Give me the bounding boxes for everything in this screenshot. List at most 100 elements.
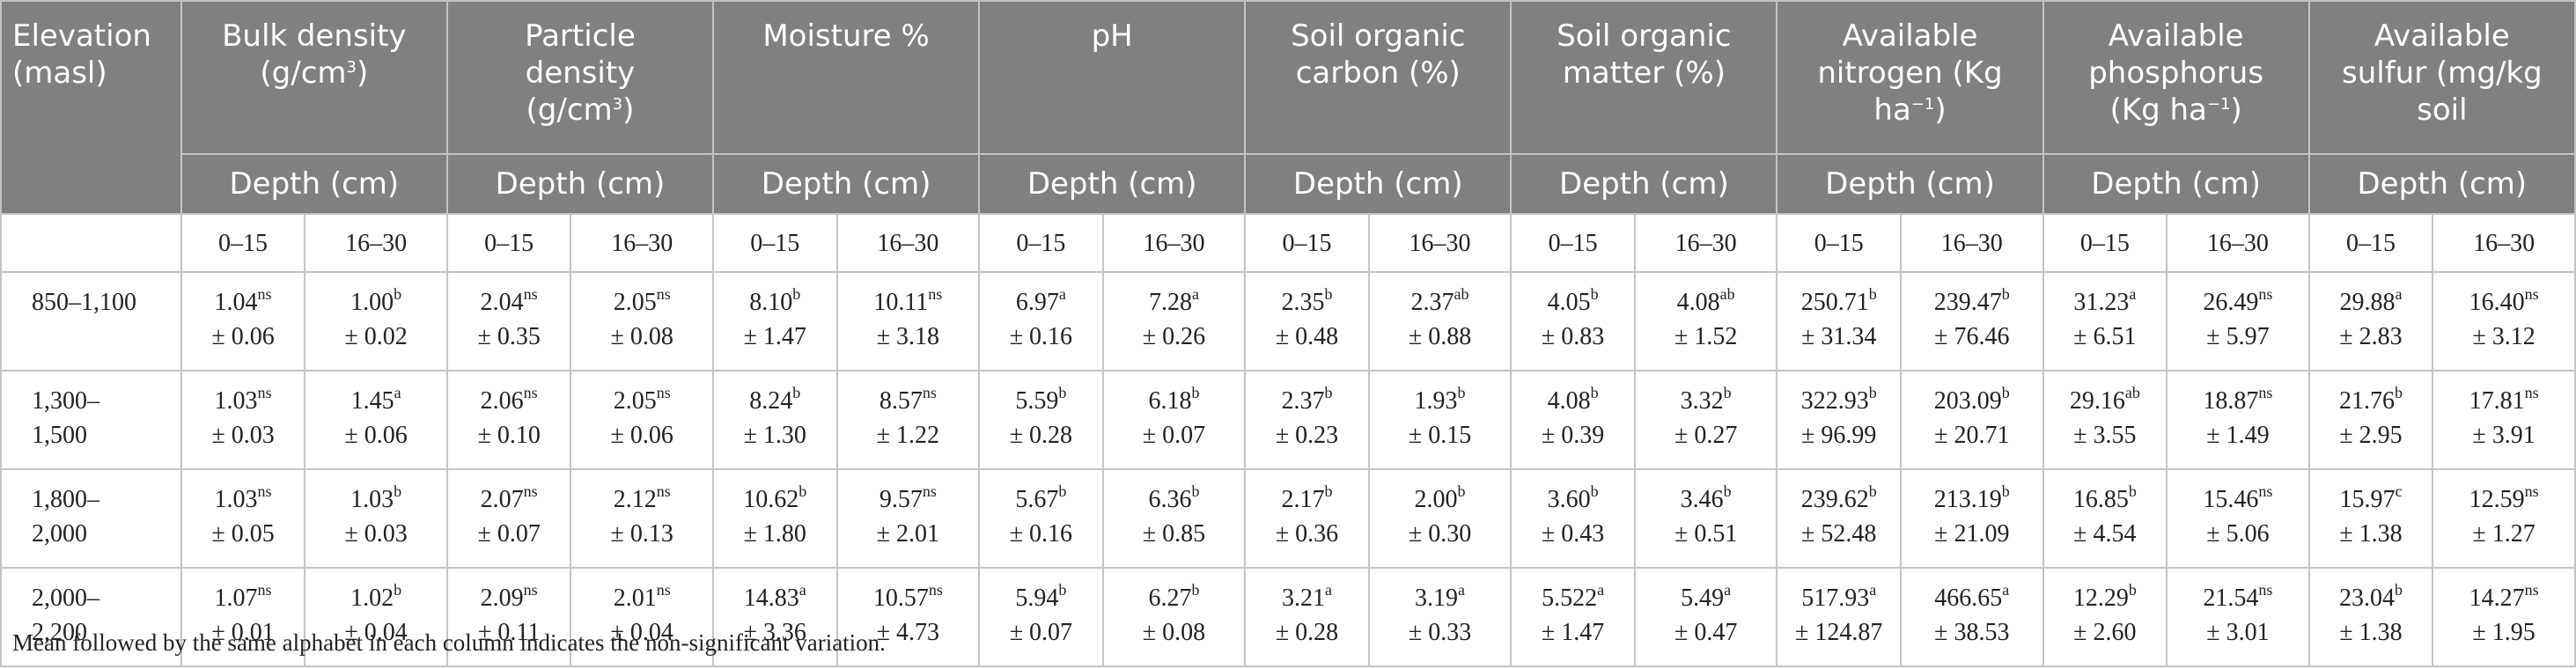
depth-header: Depth (cm) [711, 153, 981, 215]
sd-value: ± 0.07 [1142, 422, 1206, 449]
mean-line: 6.27b [1105, 581, 1244, 615]
mean-line: 5.67b [981, 482, 1101, 517]
sd-value: ± 0.36 [1275, 520, 1339, 548]
sd-value: ± 20.71 [1934, 422, 2010, 449]
mean-value: 3.60 [1547, 486, 1591, 513]
value-cell: 239.47b ± 76.46 [1899, 271, 2044, 371]
sd-value: ± 0.28 [1275, 619, 1339, 646]
mean-value: 10.62 [743, 486, 799, 513]
sd-value: ± 0.83 [1541, 323, 1605, 350]
significance-letter: a [1869, 581, 1877, 599]
sd-value: ± 0.07 [477, 520, 541, 548]
header-line: Elevation [12, 18, 151, 54]
sd-value: ± 1.49 [2206, 422, 2270, 449]
depth-header: Depth (cm) [978, 153, 1247, 215]
value-cell: 6.27b ± 0.08 [1101, 567, 1247, 667]
sd-value: ± 1.27 [2472, 520, 2536, 548]
significance-letter: a [2002, 581, 2010, 599]
depth-range-cell: 16–30 [1633, 213, 1778, 273]
value-cell: 9.57ns ± 2.01 [835, 468, 981, 569]
mean-line: 1.02b [306, 581, 445, 615]
sd-value: ± 0.28 [1009, 422, 1073, 449]
significance-letter: b [2394, 384, 2403, 401]
mean-value: 239.62 [1800, 486, 1869, 513]
sd-value: ± 0.13 [610, 520, 673, 548]
depth-header: Depth (cm) [445, 153, 715, 215]
mean-line: 3.46b [1637, 482, 1776, 517]
sd-value: ± 0.03 [211, 422, 275, 449]
value-cell: 2.12ns ± 0.13 [570, 468, 714, 569]
significance-letter: c [2395, 482, 2403, 500]
sd-value: ± 76.46 [1934, 323, 2010, 350]
mean-line: 3.32b [1637, 384, 1776, 418]
significance-letter: ns [523, 285, 538, 303]
header-line: Particle [525, 18, 636, 54]
mean-value: 2.17 [1281, 486, 1325, 513]
mean-value: 3.32 [1680, 387, 1724, 415]
depth-range-cell: 0–15 [1510, 213, 1636, 273]
sd-value: ± 0.43 [1541, 520, 1605, 548]
sd-value: ± 0.15 [1408, 422, 1472, 449]
sd-value: ± 0.04 [610, 619, 673, 646]
value-cell: 1.04ns ± 0.06 [180, 271, 306, 371]
mean-value: 322.93 [1800, 387, 1869, 415]
mean-line: 2.07ns [449, 482, 570, 517]
significance-letter: a [2395, 285, 2403, 303]
sd-value: ± 3.36 [743, 619, 806, 646]
mean-line: 322.93b [1778, 384, 1899, 418]
significance-letter: ns [257, 581, 272, 599]
mean-value: 1.00 [350, 289, 394, 316]
value-cell: 8.57ns ± 1.22 [835, 370, 981, 470]
significance-letter: a [2129, 285, 2137, 303]
mean-line: 250.71b [1778, 285, 1899, 320]
mean-value: 203.09 [1933, 387, 2002, 415]
value-cell: 5.67b ± 0.16 [978, 468, 1104, 569]
significance-letter: b [1191, 482, 1200, 500]
mean-value: 12.29 [2072, 584, 2129, 612]
mean-value: 1.93 [1414, 387, 1458, 415]
sd-value: ± 0.03 [344, 520, 408, 548]
mean-value: 239.47 [1933, 289, 2002, 316]
value-cell: 4.08ab ± 1.52 [1633, 271, 1778, 371]
value-cell: 3.32b ± 0.27 [1633, 370, 1778, 470]
mean-value: 5.49 [1681, 584, 1725, 612]
value-cell: 1.02b ± 0.04 [304, 567, 448, 667]
mean-value: 3.21 [1281, 584, 1325, 612]
value-cell: 5.94b ± 0.07 [978, 567, 1104, 667]
elevation-text: 2,000 [32, 520, 87, 548]
value-cell: 2.07ns ± 0.07 [445, 468, 572, 569]
mean-line: 1.04ns [183, 285, 304, 320]
header-text: ) [1934, 92, 1947, 128]
mean-line: 1.45a [306, 384, 445, 418]
mean-line: 2.05ns [572, 285, 711, 320]
value-cell: 10.11ns ± 3.18 [835, 271, 981, 371]
significance-letter: b [792, 384, 801, 401]
mean-line: 5.94b [981, 581, 1101, 615]
value-cell: 23.04b ± 1.38 [2307, 567, 2434, 667]
depth-range-cell: 0–15 [1776, 213, 1902, 273]
significance-letter: b [1868, 384, 1877, 401]
significance-letter: a [1191, 285, 1199, 303]
significance-letter: ns [922, 384, 937, 401]
mean-value: 17.81 [2469, 387, 2525, 415]
mean-line: 6.36b [1105, 482, 1244, 517]
header-bulk-density: Bulk density (g/cm3) [180, 0, 448, 155]
value-cell: 15.97c ± 1.38 [2307, 468, 2434, 569]
mean-value: 6.97 [1015, 289, 1059, 316]
mean-value: 29.88 [2339, 289, 2396, 316]
significance-letter: ns [656, 285, 671, 303]
significance-letter: b [792, 285, 801, 303]
sd-value: ± 0.06 [610, 422, 673, 449]
significance-letter: b [2394, 581, 2403, 599]
header-line: density [525, 55, 636, 91]
sd-value: ± 0.51 [1674, 520, 1738, 548]
significance-letter: a [1324, 581, 1332, 599]
mean-value: 16.85 [2072, 486, 2129, 513]
mean-line: 517.93a [1778, 581, 1899, 615]
mean-value: 4.08 [1676, 289, 1720, 316]
value-cell: 2.09ns ± 0.11 [445, 567, 572, 667]
mean-line: 12.59ns [2434, 482, 2573, 517]
mean-value: 8.24 [749, 387, 793, 415]
value-cell: 517.93a ± 124.87 [1776, 567, 1902, 667]
significance-letter: ns [2258, 384, 2273, 401]
